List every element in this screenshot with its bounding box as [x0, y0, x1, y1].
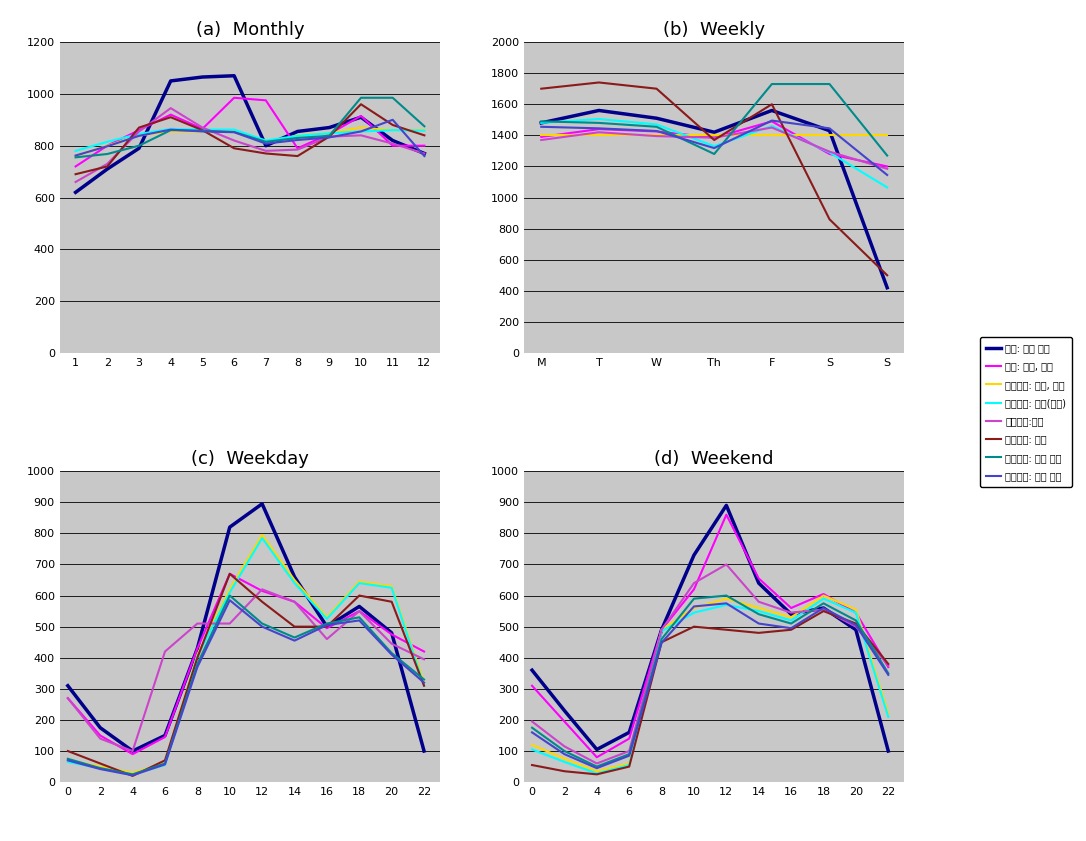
Title: (d)  Weekend: (d) Weekend	[655, 450, 774, 468]
Title: (c)  Weekday: (c) Weekday	[191, 450, 308, 468]
Legend: 서울: 승용 싙합, 서울: 버스, 트럭, 서울외경: 승용, 택시, 서울외경: 승용(경형), 서울외경:버스, 서울외경: 싙합, 서울외경: 트럭 소: 서울: 승용 싙합, 서울: 버스, 트럭, 서울외경: 승용, 택시, 서울외…	[981, 337, 1072, 487]
Title: (a)  Monthly: (a) Monthly	[195, 21, 304, 39]
Title: (b)  Weekly: (b) Weekly	[664, 21, 766, 39]
